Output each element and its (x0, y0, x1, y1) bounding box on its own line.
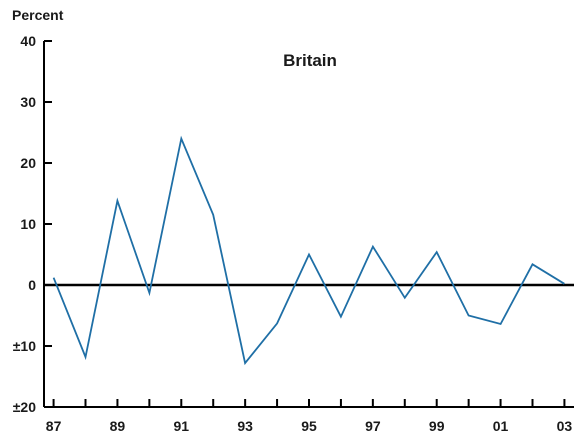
axes (43, 41, 574, 408)
x-tick-label: 97 (365, 418, 381, 434)
series-line (52, 135, 565, 366)
y-tick-label: 10 (20, 216, 36, 232)
x-tick-label: 95 (301, 418, 317, 434)
y-tick-label: 20 (20, 155, 36, 171)
series-group (52, 135, 565, 366)
x-tick-label: 93 (237, 418, 253, 434)
x-tick-label: 87 (46, 418, 62, 434)
tick-labels: 40 30 20 10 0 ±10 ±20 87 89 91 93 95 97 99 01 03 (13, 33, 573, 434)
x-tick-label: 03 (557, 418, 573, 434)
y-axis-unit-label: Percent (12, 7, 64, 23)
y-tick-label: 40 (20, 33, 36, 49)
x-tick-label: 91 (174, 418, 190, 434)
x-tick-label: 01 (493, 418, 509, 434)
x-tick-label: 89 (110, 418, 126, 434)
chart-title: Britain (283, 51, 337, 70)
y-tick-label: ±20 (13, 399, 36, 415)
x-tick-label: 99 (429, 418, 445, 434)
ticks (44, 40, 566, 408)
y-tick-label: 0 (28, 277, 36, 293)
y-tick-label: 30 (20, 94, 36, 110)
y-tick-label: ±10 (13, 338, 36, 354)
